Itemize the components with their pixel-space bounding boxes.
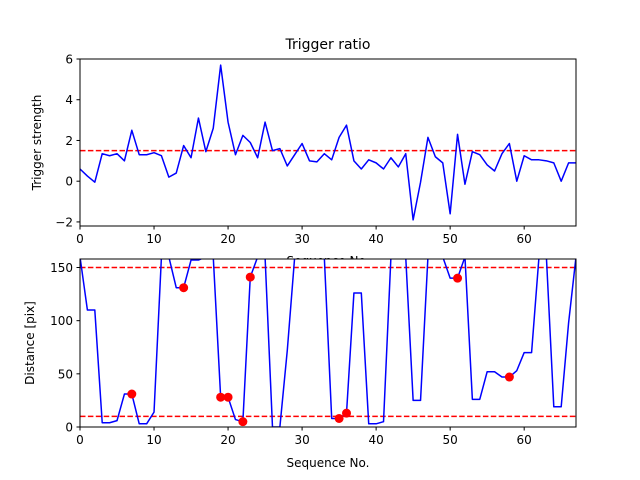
data-point-marker [223, 392, 233, 402]
x-tick-label: 50 [443, 433, 458, 447]
x-tick-label: 10 [146, 433, 161, 447]
x-tick-label: 50 [443, 232, 458, 246]
top-chart-title: Trigger ratio [284, 37, 370, 53]
y-tick-label: 2 [65, 134, 73, 148]
bottom-plot-content [80, 259, 576, 427]
data-point-marker [238, 417, 248, 427]
y-tick-label: 150 [50, 261, 73, 275]
data-point-marker [342, 408, 352, 418]
x-tick-label: 20 [220, 232, 235, 246]
x-tick-label: 40 [368, 433, 383, 447]
bottom-plot-frame [79, 258, 577, 428]
x-tick-label: 30 [294, 433, 309, 447]
top-y-axis-label: Trigger strength [30, 95, 44, 192]
x-tick-label: 60 [517, 433, 532, 447]
y-tick-label: 0 [65, 175, 73, 189]
series-line [80, 64, 576, 221]
bottom-y-axis-label: Distance [pix] [23, 301, 37, 385]
data-point-marker [334, 413, 344, 423]
y-tick-label: 4 [65, 93, 73, 107]
bottom-subplot: 0 10 20 30 40 50 60 0 50 100 150 Sequence No. Dist… [23, 258, 577, 470]
data-point-marker [127, 389, 137, 399]
y-tick-label: 100 [50, 314, 73, 328]
y-tick-label: 50 [58, 367, 73, 381]
x-tick-label: 0 [76, 433, 84, 447]
x-tick-label: 60 [517, 232, 532, 246]
top-plot-frame [79, 58, 577, 227]
top-plot-content [80, 64, 576, 221]
data-point-marker [504, 372, 514, 382]
x-tick-label: 20 [220, 433, 235, 447]
y-tick-label: 6 [65, 53, 73, 67]
bottom-axis-ticks: 0 10 20 30 40 50 60 0 50 100 150 [50, 261, 532, 447]
y-tick-label: 0 [65, 421, 73, 435]
y-tick-label: −2 [55, 215, 73, 229]
data-point-marker [245, 272, 255, 282]
series-line [80, 259, 576, 427]
data-point-marker [453, 273, 463, 283]
x-tick-label: 40 [368, 232, 383, 246]
bottom-x-axis-label: Sequence No. [287, 456, 370, 470]
x-tick-label: 30 [294, 232, 309, 246]
x-tick-label: 10 [146, 232, 161, 246]
data-point-marker [216, 392, 226, 402]
data-point-marker [179, 283, 189, 293]
x-tick-label: 0 [76, 232, 84, 246]
